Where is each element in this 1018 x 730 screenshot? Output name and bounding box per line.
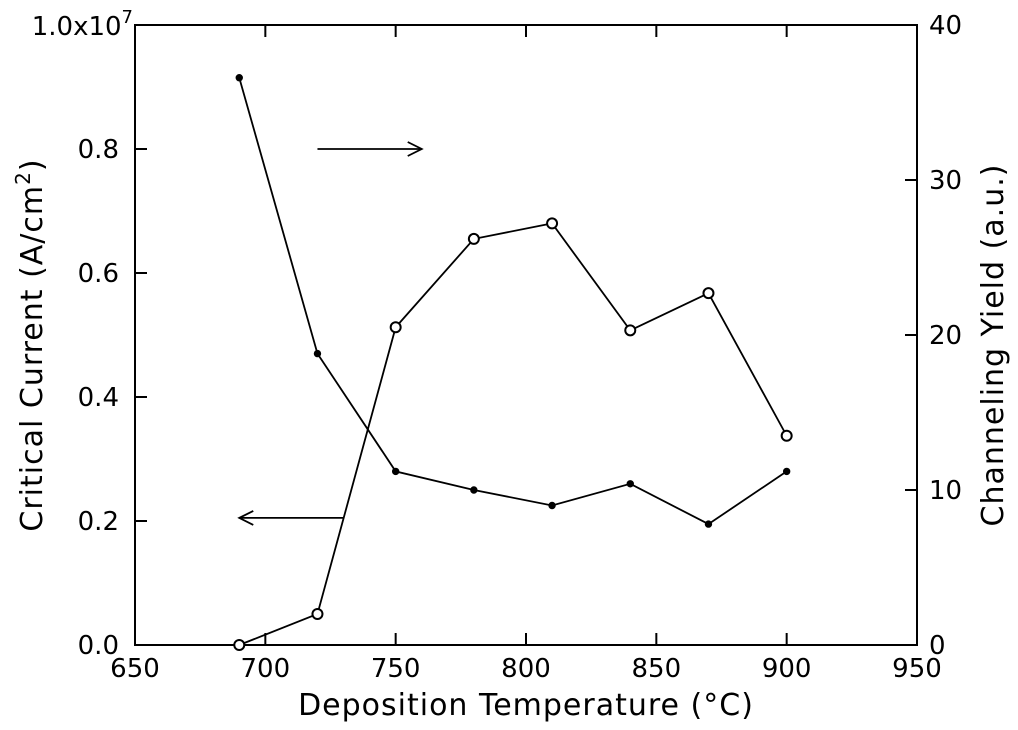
arrow-head	[237, 510, 254, 526]
y2-tick-label: 10	[929, 476, 962, 506]
data-point	[624, 324, 637, 337]
y-tick-label: 0.2	[78, 507, 119, 537]
x-tick-label: 950	[892, 654, 942, 684]
x-tick-label: 900	[762, 654, 812, 684]
annotation-layer	[237, 141, 424, 526]
data-point	[389, 321, 402, 334]
x-tick-label: 700	[241, 654, 291, 684]
data-point	[702, 287, 715, 300]
arrow-head	[407, 141, 424, 157]
y-top-label: 1.0x107	[32, 7, 133, 42]
x-tick-label: 650	[110, 654, 160, 684]
series-layer	[233, 74, 793, 651]
y2-tick-label: 30	[929, 166, 962, 196]
data-point	[470, 486, 478, 494]
y-top-label-exponent: 7	[122, 7, 133, 28]
x-tick-label: 750	[371, 654, 421, 684]
data-point	[782, 467, 791, 476]
y-axis-title-main: Critical Current (A/cm	[15, 185, 50, 532]
x-tick-label: 800	[501, 654, 551, 684]
data-point	[704, 520, 713, 528]
data-point	[311, 608, 324, 620]
x-axis-title: Deposition Temperature (°C)	[298, 688, 754, 723]
y2-tick-label: 40	[929, 11, 962, 41]
y2-tick-label: 0	[929, 631, 946, 661]
y2-axis-ticks: 0 10 20 30 40	[905, 11, 962, 661]
y-tick-label: 0.0	[78, 631, 119, 661]
data-point	[780, 429, 793, 442]
arrow-right-icon	[317, 141, 424, 157]
data-point	[233, 639, 246, 651]
x-axis-ticks: 650 700 750 800 850 900 950	[110, 25, 942, 684]
y-axis-title: Critical Current (A/cm2)	[11, 158, 50, 531]
data-point	[391, 467, 400, 476]
data-point	[467, 232, 480, 245]
series-line	[238, 77, 788, 526]
y2-tick-label: 20	[929, 321, 962, 351]
series-2	[233, 217, 793, 651]
y-axis-title-sup: 2	[11, 171, 35, 185]
y2-axis-title: Channeling Yield (a.u.)	[976, 164, 1011, 527]
y-axis-ticks: 0.0 0.2 0.4 0.6 0.8	[78, 135, 147, 661]
y-axis-title-end: )	[15, 158, 50, 171]
data-point	[548, 501, 556, 510]
y-top-label-base: 1.0x10	[32, 12, 122, 42]
data-point	[546, 217, 559, 230]
data-point	[626, 480, 634, 488]
y-tick-label: 0.4	[78, 383, 119, 413]
x-tick-label: 850	[632, 654, 682, 684]
plot-frame	[134, 24, 918, 646]
series-1	[235, 74, 791, 528]
series-line	[238, 222, 788, 646]
data-point	[235, 74, 243, 82]
data-point	[313, 349, 322, 358]
y-tick-label: 0.6	[78, 259, 119, 289]
y-tick-label: 0.8	[78, 135, 119, 165]
arrow-left-icon	[237, 510, 344, 526]
